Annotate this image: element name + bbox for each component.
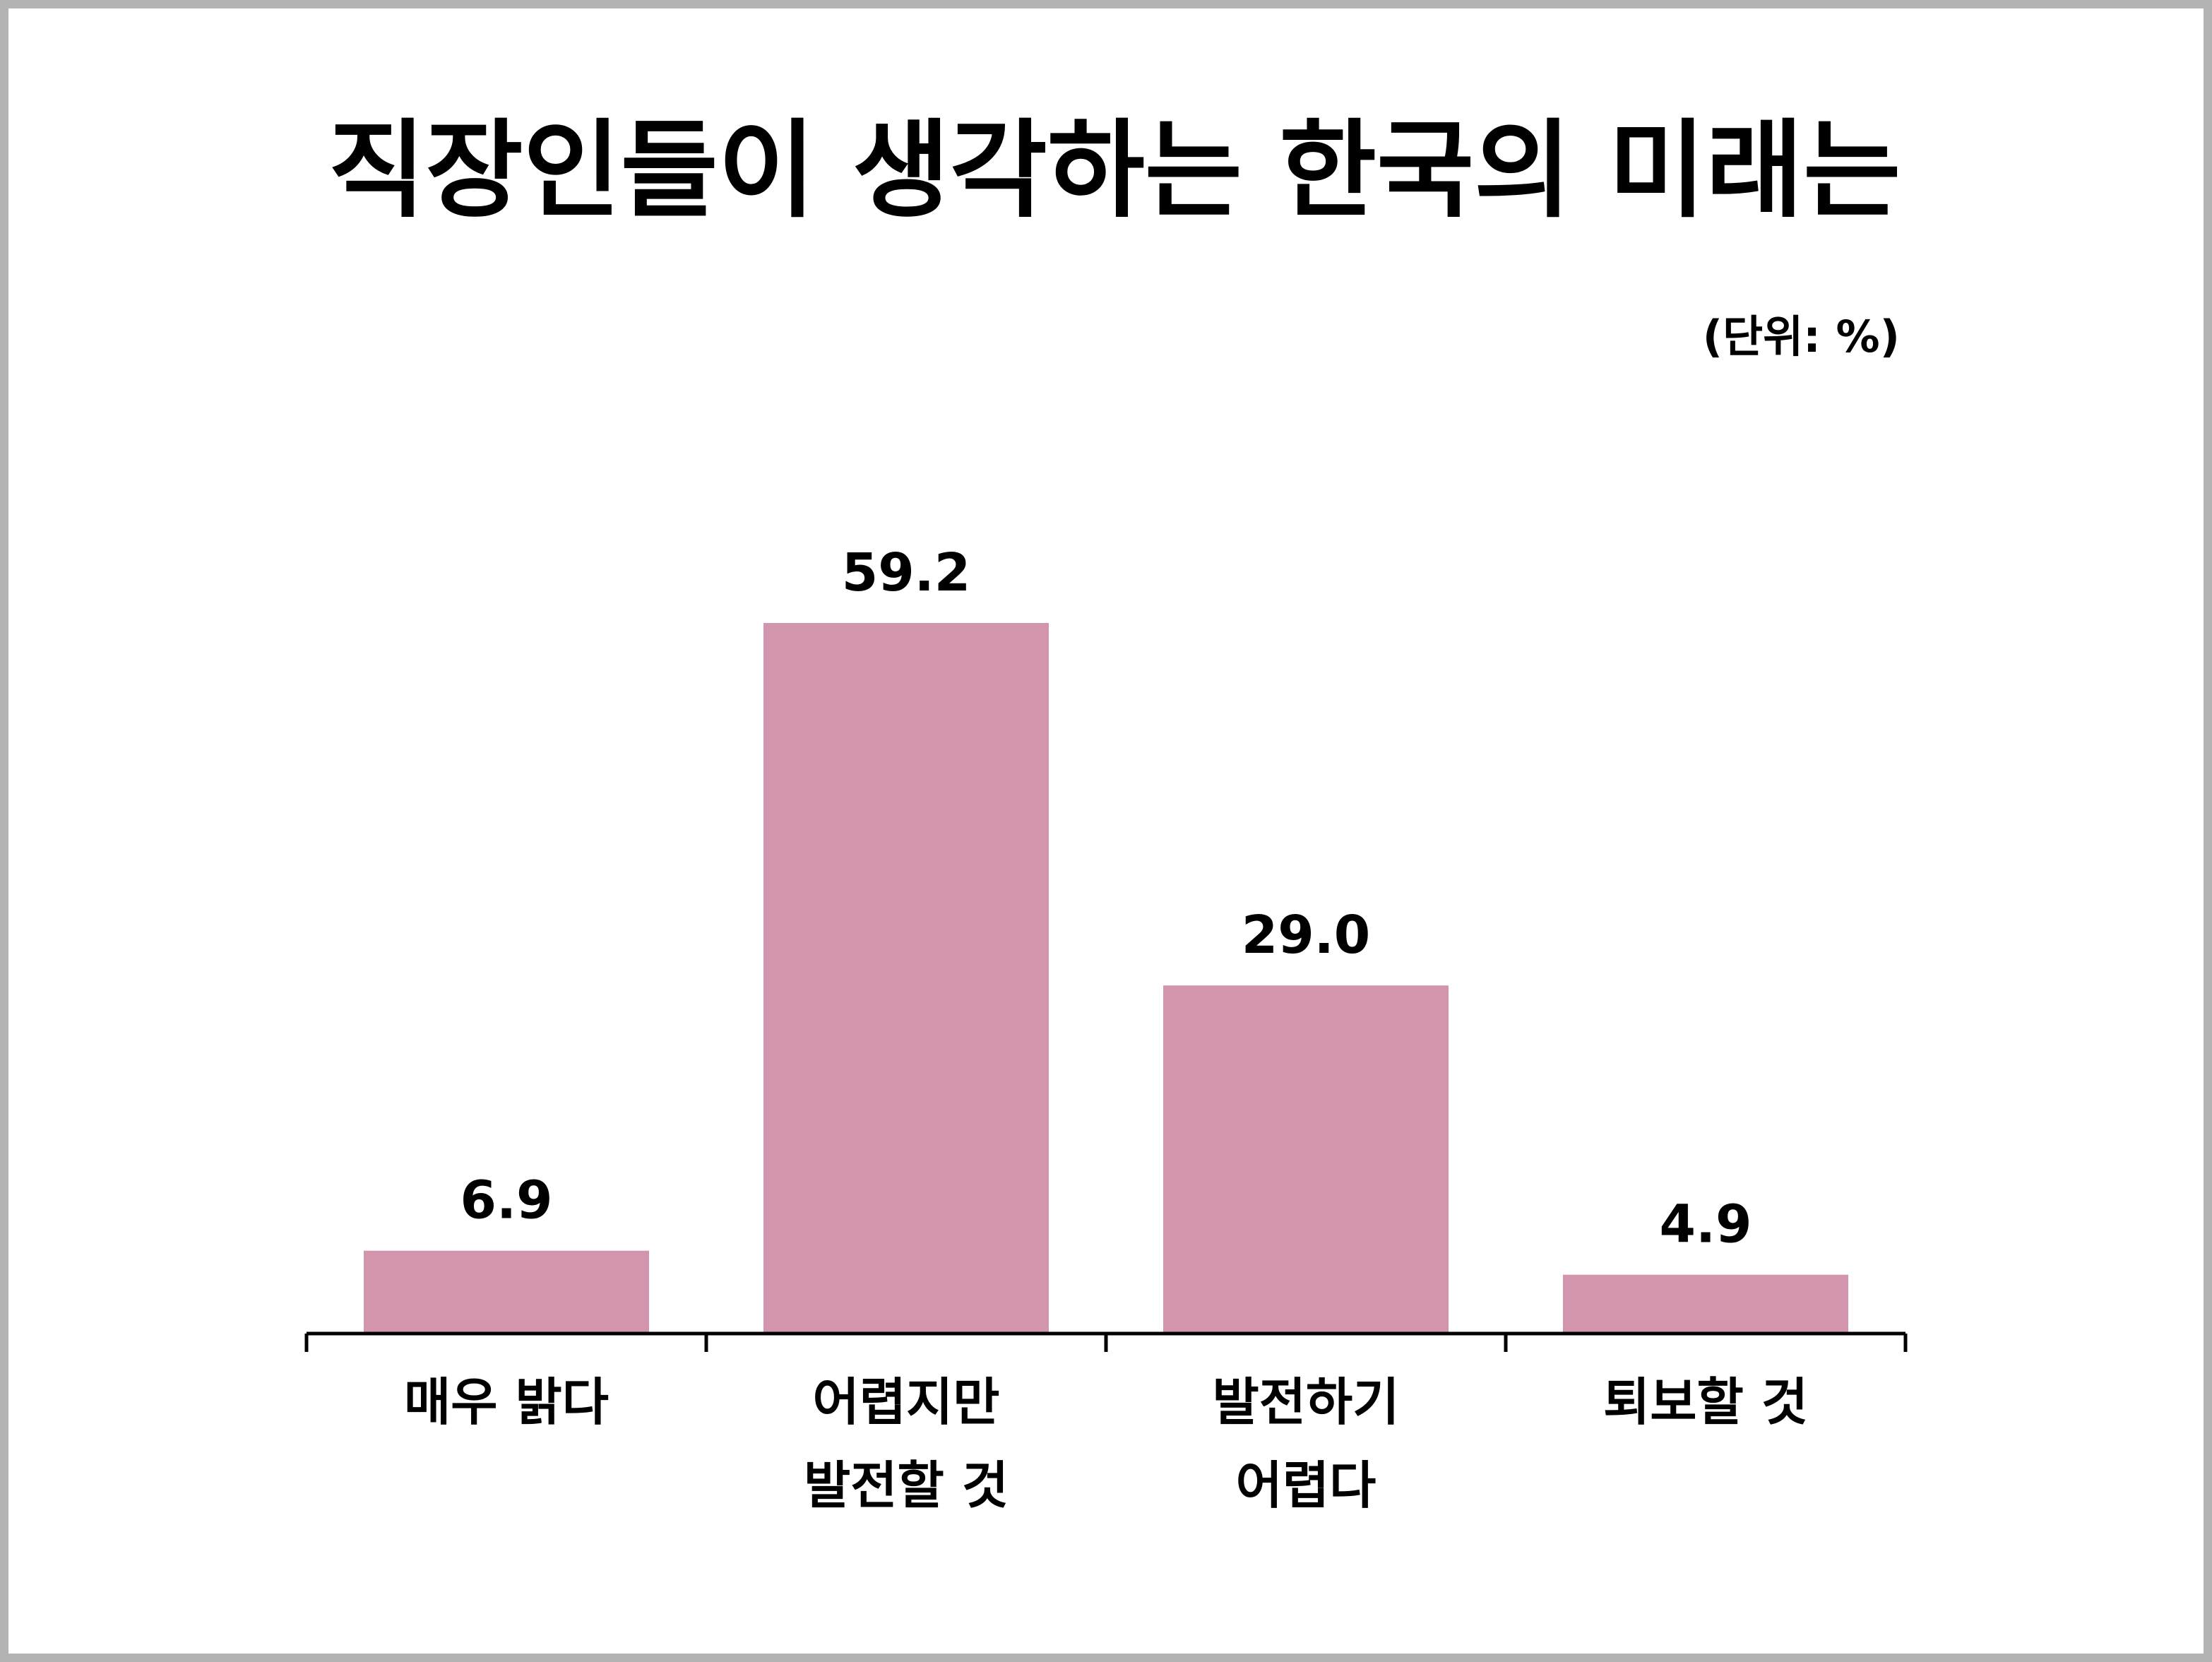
category-label: 매우 밝다	[404, 1372, 609, 1432]
value-label: 29.0	[1242, 905, 1371, 966]
chart-title: 직장인들이 생각하는 한국의 미래는	[328, 109, 1901, 232]
category-label: 어렵다	[1236, 1456, 1376, 1515]
bar	[364, 1250, 649, 1334]
bar	[1563, 1274, 1848, 1334]
bar	[763, 623, 1049, 1334]
bar	[1163, 985, 1449, 1334]
value-label: 6.9	[460, 1170, 552, 1231]
category-label: 발전하기	[1213, 1372, 1400, 1432]
category-label: 어렵지만	[813, 1372, 1000, 1432]
value-label: 4.9	[1659, 1194, 1752, 1255]
category-label: 퇴보할 것	[1603, 1372, 1808, 1432]
value-label: 59.2	[842, 542, 971, 603]
unit-label: (단위: %)	[1702, 311, 1900, 362]
category-label: 발전할 것	[804, 1456, 1009, 1515]
